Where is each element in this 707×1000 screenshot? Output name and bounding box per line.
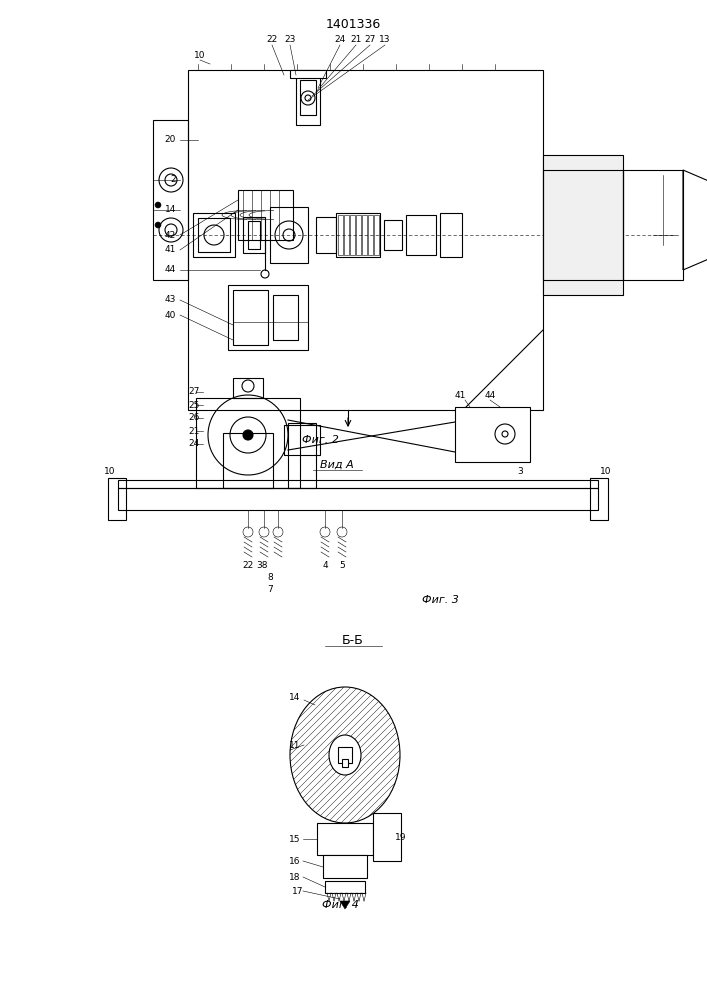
Bar (288, 423, 316, 488)
Bar (273, 295, 298, 340)
Bar (228, 285, 308, 350)
Text: 18: 18 (288, 872, 300, 882)
Text: 22: 22 (243, 560, 254, 570)
Text: 10: 10 (600, 468, 612, 477)
Bar (374, 215, 379, 255)
Text: 2: 2 (170, 176, 176, 184)
Bar (233, 378, 263, 398)
Text: 1401336: 1401336 (325, 18, 380, 31)
Text: 26: 26 (189, 414, 200, 422)
Text: 23: 23 (284, 35, 296, 44)
Circle shape (155, 222, 161, 228)
Text: 24: 24 (334, 35, 346, 44)
Bar (325, 881, 365, 893)
Bar (356, 215, 361, 255)
Bar (118, 480, 598, 488)
Bar (118, 488, 598, 510)
Bar (362, 215, 367, 255)
Circle shape (243, 430, 253, 440)
Text: 41: 41 (455, 390, 466, 399)
Bar (188, 70, 543, 410)
Bar (406, 215, 436, 255)
Bar (248, 221, 260, 249)
Text: 17: 17 (291, 886, 303, 896)
Bar (323, 855, 367, 878)
Bar (338, 747, 352, 763)
Bar (317, 823, 373, 855)
Text: 8: 8 (267, 574, 273, 582)
Text: 25: 25 (189, 400, 200, 410)
Bar (233, 290, 268, 345)
Polygon shape (340, 901, 350, 909)
Text: 40: 40 (165, 310, 176, 320)
Text: 42: 42 (165, 231, 176, 239)
Bar (290, 70, 326, 78)
Bar (543, 155, 623, 295)
Text: 4: 4 (322, 560, 328, 570)
Bar (336, 213, 380, 257)
Text: Фиг. 2: Фиг. 2 (302, 435, 339, 445)
Text: 27: 27 (189, 387, 200, 396)
Text: Вид А: Вид А (320, 460, 354, 470)
Bar (590, 478, 608, 520)
Bar (198, 218, 230, 252)
Text: 41: 41 (165, 245, 176, 254)
Bar (384, 220, 402, 250)
Text: 19: 19 (395, 832, 407, 842)
Ellipse shape (329, 735, 361, 775)
Bar (623, 170, 683, 280)
Text: 27: 27 (364, 35, 375, 44)
Text: 14: 14 (288, 692, 300, 702)
Bar (223, 433, 273, 488)
Text: 10: 10 (194, 51, 206, 60)
Bar (108, 478, 126, 520)
Text: 43: 43 (165, 296, 176, 304)
Bar (344, 215, 349, 255)
Bar (270, 207, 308, 263)
Text: 16: 16 (288, 856, 300, 865)
Text: 38: 38 (256, 560, 268, 570)
Bar (350, 215, 355, 255)
Bar (196, 398, 300, 488)
Text: 7: 7 (267, 585, 273, 594)
Text: 24: 24 (189, 440, 200, 448)
Text: Фиг. 3: Фиг. 3 (421, 595, 458, 605)
Bar (373, 813, 401, 861)
Bar (543, 170, 623, 280)
Text: 21: 21 (350, 35, 362, 44)
Bar (455, 407, 530, 462)
Text: 44: 44 (165, 265, 176, 274)
Text: Фиг. 4: Фиг. 4 (322, 900, 358, 910)
Bar (153, 120, 188, 280)
Bar (284, 425, 320, 455)
Bar (193, 213, 235, 257)
Bar (300, 80, 316, 115)
Text: 15: 15 (288, 834, 300, 844)
Text: 44: 44 (484, 390, 496, 399)
Circle shape (155, 202, 161, 208)
Bar (316, 217, 336, 253)
Bar (243, 217, 265, 253)
Text: Б-Б: Б-Б (342, 634, 364, 647)
Text: 14: 14 (165, 206, 176, 215)
Text: 21: 21 (189, 426, 200, 436)
Bar (238, 190, 293, 240)
Circle shape (305, 95, 311, 101)
Text: 13: 13 (379, 35, 391, 44)
Bar (342, 759, 348, 767)
Text: 10: 10 (104, 468, 116, 477)
Text: 22: 22 (267, 35, 278, 44)
Text: 3: 3 (517, 468, 523, 477)
Bar (440, 213, 462, 257)
Bar (338, 215, 343, 255)
Bar (368, 215, 373, 255)
Text: 5: 5 (339, 560, 345, 570)
Text: 11: 11 (288, 740, 300, 750)
Text: 20: 20 (165, 135, 176, 144)
Bar (296, 70, 320, 125)
